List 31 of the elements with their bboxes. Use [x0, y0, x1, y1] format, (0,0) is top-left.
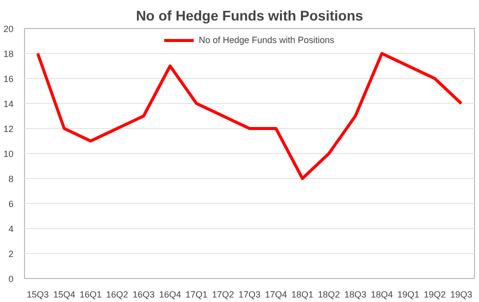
x-tick-label: 19Q2	[424, 290, 446, 300]
y-tick-label: 6	[8, 199, 14, 209]
y-tick-label: 8	[8, 174, 14, 184]
x-tick-label: 19Q1	[397, 290, 420, 300]
x-tick-label: 16Q4	[159, 290, 182, 300]
y-tick-label: 12	[3, 124, 14, 134]
x-tick-label: 16Q1	[80, 290, 102, 300]
chart-title: No of Hedge Funds with Positions	[136, 8, 364, 24]
x-tick-label: 18Q1	[291, 290, 314, 300]
x-tick-label: 17Q3	[238, 290, 261, 300]
x-tick-label: 16Q3	[132, 290, 155, 300]
x-tick-label: 16Q2	[106, 290, 128, 300]
y-tick-label: 4	[8, 224, 14, 234]
y-tick-label: 2	[8, 249, 14, 259]
y-tick-label: 10	[3, 149, 14, 159]
x-tick-label: 18Q2	[318, 290, 340, 300]
legend-label: No of Hedge Funds with Positions	[198, 35, 334, 45]
y-tick-label: 14	[3, 99, 14, 109]
y-tick-label: 18	[3, 49, 14, 59]
x-tick-label: 17Q2	[212, 290, 234, 300]
x-tick-label: 18Q3	[344, 290, 366, 300]
y-tick-label: 0	[8, 274, 14, 284]
x-tick-label: 17Q4	[264, 290, 287, 300]
x-tick-label: 15Q4	[53, 290, 76, 300]
line-series	[36, 52, 463, 180]
x-tick-label: 15Q3	[26, 290, 49, 300]
x-tick-label: 17Q1	[186, 290, 208, 300]
x-tick-label: 18Q4	[370, 290, 393, 300]
y-tick-label: 16	[3, 74, 14, 84]
y-tick-label: 20	[3, 24, 14, 34]
x-tick-label: 19Q3	[450, 290, 472, 300]
